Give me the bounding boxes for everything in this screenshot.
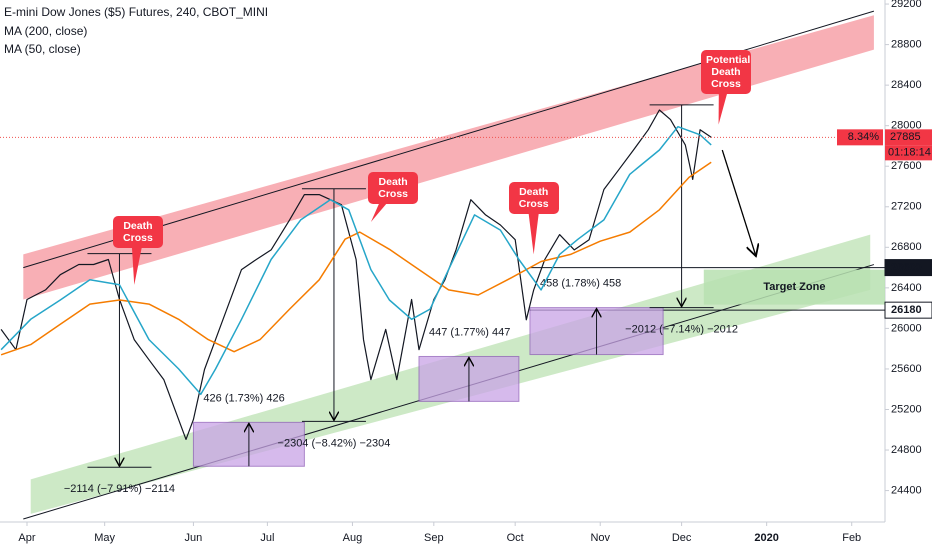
callout-pointer bbox=[370, 187, 401, 222]
callout: Death Cross bbox=[508, 181, 559, 214]
change-tag bbox=[837, 129, 883, 146]
change-label: 8.34% bbox=[848, 131, 879, 143]
measure-label: −2012 (−7.14%) −2012 bbox=[625, 324, 738, 336]
countdown-label: 01:18:14 bbox=[888, 147, 931, 159]
target-zone-label: Target Zone bbox=[763, 281, 825, 293]
callout: Death Cross bbox=[112, 215, 163, 248]
y-tick-label: 28800 bbox=[891, 39, 922, 51]
x-tick-label: May bbox=[94, 532, 115, 544]
level-label: 26180 bbox=[891, 304, 922, 316]
resistance-band bbox=[23, 15, 874, 300]
callout: Potential Death Cross bbox=[700, 49, 751, 94]
level-tag bbox=[884, 259, 932, 277]
y-tick-label: 26800 bbox=[891, 241, 922, 253]
level-label: 26600 bbox=[891, 261, 922, 273]
y-tick-label: 24800 bbox=[891, 444, 922, 456]
x-tick-label: Sep bbox=[424, 532, 444, 544]
measure-label: −2114 (−7.91%) −2114 bbox=[64, 483, 175, 495]
callout: Death Cross bbox=[368, 171, 419, 204]
y-tick-label: 28000 bbox=[891, 120, 922, 132]
chart-title: E-mini Dow Jones ($5) Futures, 240, CBOT… bbox=[4, 5, 269, 19]
y-tick-label: 26400 bbox=[891, 282, 922, 294]
last-price-tag bbox=[885, 129, 932, 146]
y-tick-label: 25200 bbox=[891, 403, 922, 415]
x-tick-label: Feb bbox=[842, 532, 861, 544]
countdown-tag bbox=[885, 145, 932, 161]
legend-item: MA (200, close) bbox=[4, 24, 88, 38]
last-price-label: 27885 bbox=[890, 131, 921, 143]
y-tick-label: 29200 bbox=[891, 0, 922, 10]
y-tick-label: 27200 bbox=[891, 201, 922, 213]
measure-label: −2304 (−8.42%) −2304 bbox=[278, 437, 391, 449]
x-tick-label: Apr bbox=[18, 532, 35, 544]
ma-line bbox=[0, 125, 712, 396]
x-tick-label: 2020 bbox=[754, 532, 778, 544]
y-tick-label: 24400 bbox=[891, 484, 922, 496]
range-label: 426 (1.73%) 426 bbox=[203, 392, 284, 404]
range-label: 458 (1.78%) 458 bbox=[540, 278, 621, 290]
x-tick-label: Jun bbox=[185, 532, 203, 544]
ma-line bbox=[0, 161, 712, 356]
y-tick-label: 27600 bbox=[891, 160, 922, 172]
x-tick-label: Oct bbox=[507, 532, 524, 544]
legend-item: MA (50, close) bbox=[4, 42, 81, 56]
level-tag bbox=[884, 301, 932, 319]
x-tick-label: Jul bbox=[260, 532, 274, 544]
price-line bbox=[0, 109, 712, 440]
x-tick-label: Dec bbox=[672, 532, 692, 544]
x-tick-label: Nov bbox=[590, 532, 610, 544]
target-zone bbox=[703, 269, 885, 305]
x-tick-label: Aug bbox=[343, 532, 363, 544]
y-tick-label: 26000 bbox=[891, 322, 922, 334]
range-label: 447 (1.77%) 447 bbox=[429, 326, 510, 338]
y-tick-label: 28400 bbox=[891, 79, 922, 91]
arrow bbox=[721, 149, 755, 255]
y-tick-label: 25600 bbox=[891, 363, 922, 375]
